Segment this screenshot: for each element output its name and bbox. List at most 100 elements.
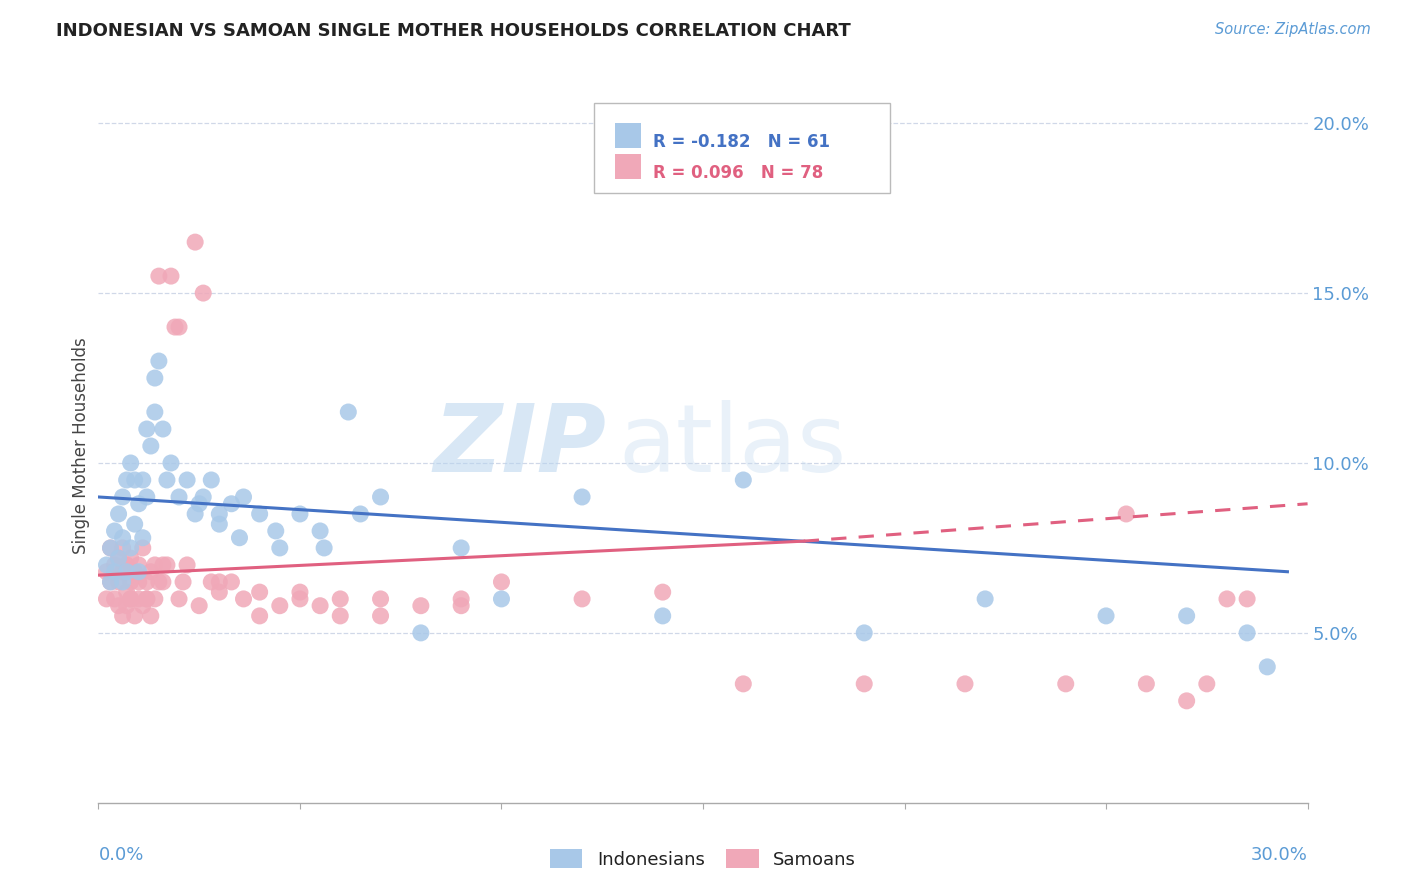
Point [349,507,371,521]
Point [100,541,122,555]
Point [120,551,142,566]
Point [200,574,222,589]
Point [111,541,134,555]
Point [853,626,876,640]
Point [288,591,311,606]
Point [148,269,170,284]
Point [115,585,138,599]
Point [1095,608,1118,623]
Text: atlas: atlas [619,400,846,492]
Point [143,558,166,572]
Point [128,591,150,606]
Point [1054,677,1077,691]
Point [450,599,472,613]
Point [176,558,198,572]
Point [208,585,231,599]
Point [249,585,271,599]
FancyBboxPatch shape [614,122,641,148]
Point [128,565,150,579]
Point [1175,608,1198,623]
Point [370,608,392,623]
Point [329,591,352,606]
Point [96,558,118,572]
Point [124,517,146,532]
Point [450,591,472,606]
Point [193,286,215,301]
Point [184,507,207,521]
Point [1216,591,1239,606]
Point [124,473,146,487]
FancyBboxPatch shape [614,154,641,179]
Point [139,439,162,453]
Point [200,473,222,487]
Point [974,591,997,606]
Point [1115,507,1137,521]
Point [163,320,186,334]
Point [143,405,166,419]
Point [132,473,155,487]
Point [120,591,142,606]
Text: R = 0.096   N = 78: R = 0.096 N = 78 [654,164,824,182]
Text: INDONESIAN VS SAMOAN SINGLE MOTHER HOUSEHOLDS CORRELATION CHART: INDONESIAN VS SAMOAN SINGLE MOTHER HOUSE… [56,22,851,40]
Point [232,591,254,606]
Point [184,235,207,249]
Point [135,574,157,589]
Point [167,490,190,504]
Point [853,677,876,691]
Point [264,524,287,538]
Point [120,591,142,606]
Point [269,541,291,555]
Point [337,405,360,419]
Point [152,574,174,589]
Point [491,574,513,589]
Point [188,497,211,511]
Point [208,574,231,589]
Point [288,507,311,521]
Point [450,541,472,555]
Point [111,531,134,545]
Point [409,626,432,640]
Point [249,507,271,521]
Point [329,608,352,623]
Point [314,541,336,555]
Point [309,599,332,613]
Point [221,497,243,511]
Point [115,473,138,487]
Point [111,490,134,504]
Point [135,591,157,606]
Point [124,565,146,579]
Point [188,599,211,613]
Point [135,490,157,504]
Point [143,371,166,385]
Point [571,490,593,504]
Text: ZIP: ZIP [433,400,606,492]
Point [132,531,155,545]
Point [1175,694,1198,708]
Text: 0.0%: 0.0% [98,846,143,863]
Point [288,585,311,599]
Point [370,591,392,606]
Point [148,574,170,589]
Point [128,558,150,572]
Point [309,524,332,538]
Point [100,574,122,589]
Point [1195,677,1218,691]
Point [107,599,129,613]
Point [733,677,755,691]
Point [115,599,138,613]
Point [107,551,129,566]
Point [124,608,146,623]
Point [232,490,254,504]
Point [221,574,243,589]
Point [156,558,179,572]
Point [269,599,291,613]
Point [167,320,190,334]
Point [167,591,190,606]
Point [193,490,215,504]
Point [1135,677,1157,691]
Point [208,507,231,521]
Point [107,551,129,566]
Point [139,565,162,579]
Point [132,599,155,613]
Point [107,507,129,521]
